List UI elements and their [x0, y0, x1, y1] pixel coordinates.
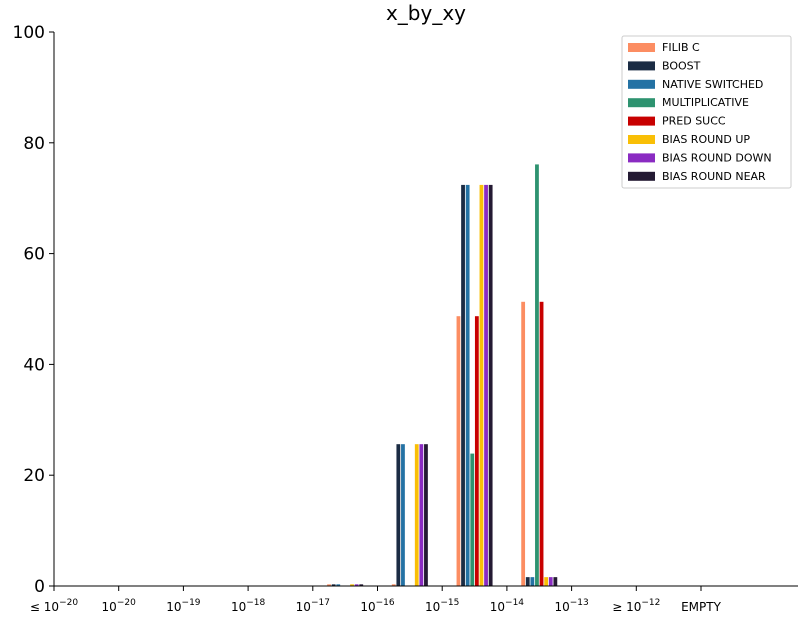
- bar-bias-round-down-bin-7: [548, 577, 553, 586]
- x-tick-label: 10−19: [166, 598, 201, 614]
- x-tick-label: 10−15: [425, 598, 459, 614]
- bar-filib-c-bin-5: [391, 584, 396, 586]
- legend-frame: [621, 35, 792, 189]
- bar-bias-round-near-bin-7: [553, 577, 558, 586]
- legend-label: BIAS ROUND DOWN: [662, 151, 772, 164]
- bar-bias-round-up-bin-4: [350, 584, 354, 586]
- x-tick-label: 10−20: [102, 598, 137, 614]
- legend-swatch: [628, 61, 655, 71]
- legend-swatch: [628, 116, 655, 126]
- legend-label: NATIVE SWITCHED: [662, 78, 763, 91]
- legend-label: FILIB C: [662, 41, 700, 54]
- bars-layer: [327, 164, 558, 586]
- y-tick-label: 100: [13, 23, 45, 43]
- bar-pred-succ-bin-6: [474, 316, 479, 586]
- bar-bias-round-up-bin-7: [544, 577, 549, 586]
- x-tick-label: 10−17: [296, 598, 330, 614]
- y-tick-label: 20: [23, 466, 45, 486]
- bar-boost-bin-4: [331, 584, 336, 586]
- bar-bias-round-down-bin-5: [419, 444, 424, 586]
- bar-native-switched-bin-4: [336, 584, 341, 586]
- legend-label: BIAS ROUND UP: [662, 133, 750, 146]
- bar-pred-succ-bin-7: [539, 301, 544, 586]
- bar-multiplicative-bin-6: [470, 453, 475, 586]
- bar-filib-c-bin-6: [456, 316, 461, 586]
- x-tick-label: 10−16: [360, 598, 395, 614]
- bar-multiplicative-bin-7: [535, 164, 539, 586]
- y-tick-label: 0: [34, 577, 45, 597]
- y-tick-label: 80: [23, 134, 45, 154]
- bar-boost-bin-6: [461, 184, 465, 586]
- x-tick-label: EMPTY: [681, 600, 722, 614]
- bar-bias-round-near-bin-5: [424, 444, 428, 586]
- legend-swatch: [628, 79, 655, 89]
- bar-filib-c-bin-7: [521, 301, 526, 586]
- x-tick-label: 10−18: [231, 598, 266, 614]
- x-tick-label: 10−14: [490, 598, 525, 614]
- bar-filib-c-bin-4: [327, 584, 331, 586]
- legend-swatch: [628, 171, 655, 181]
- x-tick-label: ≥ 10−12: [612, 598, 660, 614]
- axes-layer: [53, 32, 798, 587]
- legend-label: MULTIPLICATIVE: [662, 96, 749, 109]
- bar-bias-round-up-bin-5: [414, 444, 419, 586]
- legend-swatch: [628, 43, 655, 52]
- x-tick-label: ≤ 10−20: [30, 598, 78, 614]
- y-tick-label: 60: [23, 245, 45, 265]
- legend-swatch: [628, 153, 655, 163]
- legend-swatch: [628, 135, 655, 144]
- bar-native-switched-bin-7: [530, 577, 535, 586]
- legend: FILIB C BOOST NATIVE SWITCHED MULTIPLICATIV…: [621, 35, 792, 189]
- bar-native-switched-bin-6: [465, 184, 470, 586]
- bar-bias-round-down-bin-4: [354, 584, 359, 586]
- y-tick-label: 40: [23, 355, 45, 375]
- legend-label: BIAS ROUND NEAR: [662, 170, 766, 183]
- bar-bias-round-down-bin-6: [484, 184, 488, 586]
- bar-native-switched-bin-5: [401, 444, 405, 586]
- x-ticks: ≤ 10−20 10−20 10−19 10−18 10−17 10−16 10−15 10−…: [30, 586, 722, 614]
- legend-swatch: [628, 98, 655, 108]
- bar-bias-round-near-bin-6: [488, 184, 493, 586]
- legend-label: PRED SUCC: [662, 115, 726, 128]
- bar-bias-round-up-bin-6: [479, 184, 484, 586]
- bar-bias-round-near-bin-4: [359, 584, 364, 586]
- y-ticks: 0 20 40 60 80 100: [13, 23, 54, 597]
- legend-label: BOOST: [662, 59, 701, 72]
- bar-boost-bin-5: [396, 444, 401, 586]
- x-tick-label: 10−13: [554, 598, 588, 614]
- bar-boost-bin-7: [525, 577, 530, 586]
- chart-title: x_by_xy: [386, 1, 466, 25]
